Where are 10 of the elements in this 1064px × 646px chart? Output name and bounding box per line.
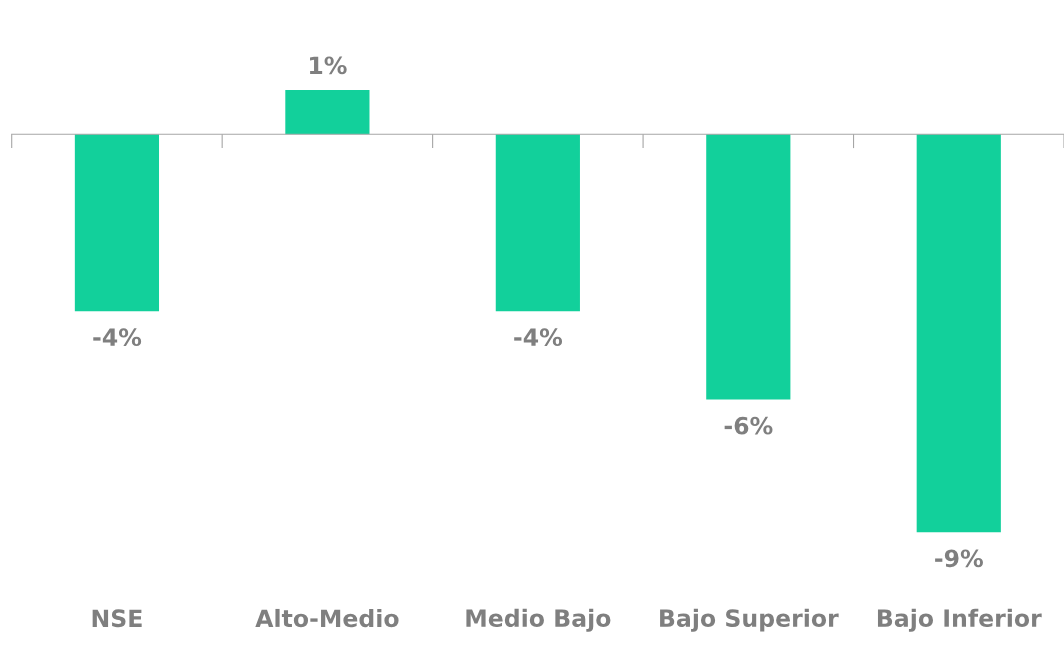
x-tick-label: Bajo Superior: [660, 608, 839, 632]
data-label: -4%: [514, 328, 563, 347]
x-tick-label: Bajo Inferior: [877, 608, 1042, 632]
data-label: -6%: [724, 416, 773, 435]
data-label: -4%: [93, 328, 142, 347]
x-tick-label: Alto-Medio: [255, 608, 399, 628]
x-tick-label: Medio Bajo: [466, 608, 611, 632]
data-label: 1%: [310, 56, 347, 75]
data-label: -9%: [935, 549, 983, 568]
x-tick-label: NSE: [92, 609, 142, 628]
